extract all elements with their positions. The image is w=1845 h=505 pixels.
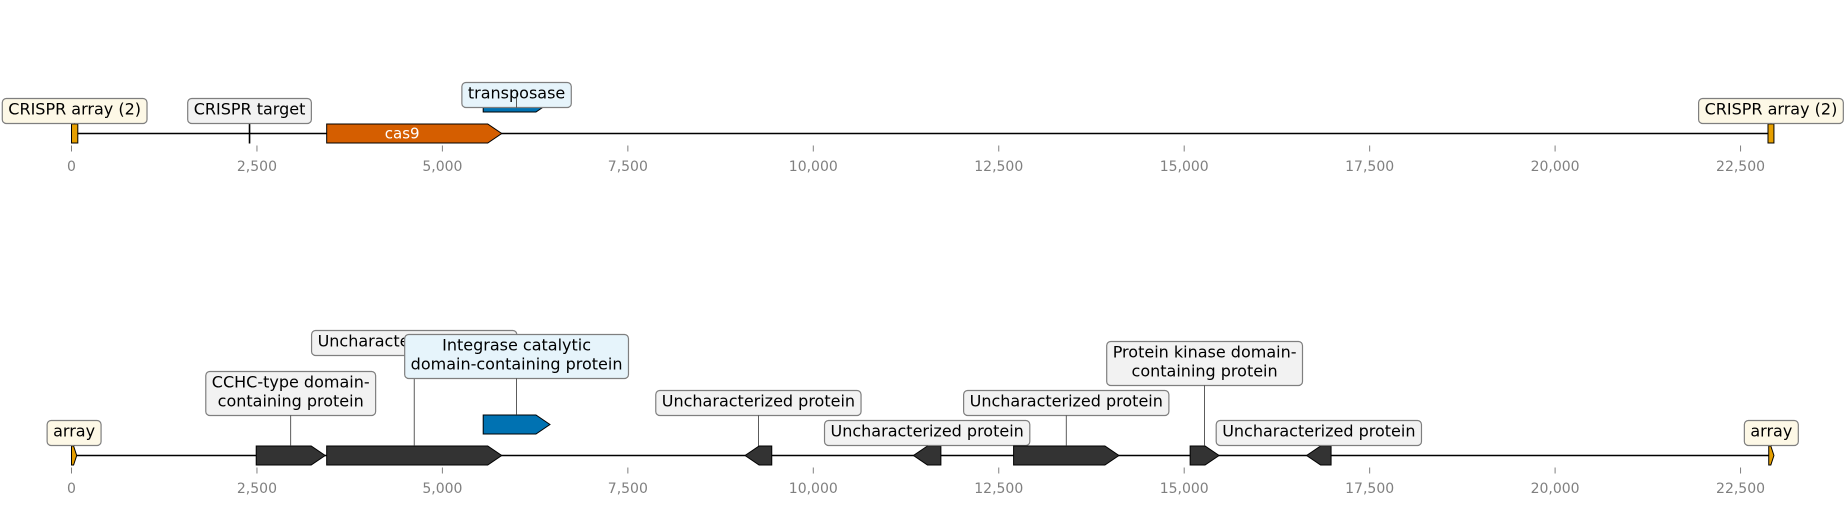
feature-label-text: containing protein — [1132, 362, 1278, 381]
feature-label-text: CRISPR target — [194, 100, 306, 119]
gene-arrow — [255, 445, 327, 466]
axis-tick-label: 22,500 — [1716, 159, 1765, 175]
feature-label-text: CRISPR array (2) — [8, 100, 141, 119]
axis-tick-label: 2,500 — [237, 481, 277, 497]
feature-label: Uncharacterized protein — [963, 389, 1170, 417]
axis-tick-label: 0 — [67, 481, 76, 497]
gene-arrow — [744, 445, 773, 466]
feature-label: CRISPR array (2) — [1, 97, 148, 125]
feature-label-text: Uncharacterized protein — [662, 392, 855, 411]
gene-inside-label: cas9 — [385, 125, 420, 143]
feature-label: array — [1743, 419, 1799, 447]
feature-label: Uncharacterized protein — [1215, 419, 1423, 447]
gene-arrow — [912, 445, 942, 466]
feature-label-text: array — [1750, 422, 1792, 441]
feature-label-text: containing protein — [218, 392, 364, 411]
crispr-array-left[interactable]: CRISPR array (2) — [1, 97, 148, 144]
axis-tick-label: 17,500 — [1345, 159, 1394, 175]
feature-label-text: Uncharacterized protein — [970, 392, 1163, 411]
axis-tick-label: 7,500 — [608, 159, 648, 175]
feature-label-text: Uncharacterized protein — [831, 422, 1024, 441]
gene-arrow — [1305, 445, 1332, 466]
axis-tick-label: 12,500 — [974, 159, 1023, 175]
axis-tick-label: 17,500 — [1345, 481, 1394, 497]
axis-tick-label: 10,000 — [789, 159, 838, 175]
axis-tick-label: 5,000 — [422, 481, 462, 497]
feature-label-text: Uncharacterized protein — [1222, 422, 1415, 441]
transposase-gene[interactable]: transposase — [461, 81, 572, 113]
axis-tick-label: 20,000 — [1531, 481, 1580, 497]
feature-label: CCHC-type domain-containing protein — [205, 370, 377, 417]
gene-arrow — [71, 445, 78, 466]
axis-tick-label: 7,500 — [608, 481, 648, 497]
uncharacterized-protein-2[interactable]: Uncharacterized protein — [655, 389, 862, 466]
gene-arrow — [482, 414, 551, 435]
axis-tick-label: 20,000 — [1531, 159, 1580, 175]
feature-label: CRISPR target — [187, 97, 312, 125]
axis-tick-label: 10,000 — [789, 481, 838, 497]
top-track: 0 2,500 5,000 7,500 10,000 12,500 15,000 17,500… — [1, 81, 1844, 175]
axis-tick-label: 5,000 — [422, 159, 462, 175]
uncharacterized-protein-4[interactable]: Uncharacterized protein — [963, 389, 1170, 466]
crispr-array-right[interactable]: CRISPR array (2) — [1698, 97, 1844, 144]
feature-label: Uncharacterized protein — [655, 389, 862, 417]
gene-arrow — [326, 445, 503, 466]
axis-tick-label: 0 — [67, 159, 76, 175]
gene-arrow — [1013, 445, 1120, 466]
feature-label: Protein kinase domain-containing protein — [1106, 340, 1304, 387]
feature-label-text: array — [53, 422, 95, 441]
axis-tick-label: 12,500 — [974, 481, 1023, 497]
feature-label-text: Integrase catalytic — [442, 336, 591, 355]
gene-arrow — [1189, 445, 1220, 466]
axis-tick-label: 2,500 — [237, 159, 277, 175]
gene-arrow — [71, 123, 79, 144]
gene-arrow — [1768, 445, 1775, 466]
feature-label: CRISPR array (2) — [1698, 97, 1844, 125]
feature-label-text: domain-containing protein — [411, 355, 623, 374]
cchc-domain-protein[interactable]: CCHC-type domain-containing protein — [205, 370, 377, 466]
feature-label: array — [46, 419, 102, 447]
feature-label-text: CRISPR array (2) — [1705, 100, 1838, 119]
feature-label-text: Protein kinase domain- — [1113, 343, 1297, 362]
uncharacterized-protein-3[interactable]: Uncharacterized protein — [823, 419, 1031, 466]
axis-tick-label: 15,000 — [1160, 159, 1209, 175]
uncharacterized-protein-5[interactable]: Uncharacterized protein — [1215, 419, 1423, 466]
bottom-track: 0 2,500 5,000 7,500 10,000 12,500 15,000 17,500… — [46, 329, 1799, 497]
cas9-gene[interactable]: cas9 — [326, 123, 503, 144]
axis-tick-label: 15,000 — [1160, 481, 1209, 497]
array-right[interactable]: array — [1743, 419, 1799, 466]
feature-label-text: CCHC-type domain- — [212, 373, 370, 392]
axis-tick-label: 22,500 — [1716, 481, 1765, 497]
gene-arrow — [326, 123, 503, 144]
crispr-target[interactable]: CRISPR target — [187, 97, 312, 144]
feature-label-box — [187, 97, 312, 125]
gene-arrow — [1767, 123, 1775, 144]
protein-kinase-domain-protein[interactable]: Protein kinase domain-containing protein — [1106, 340, 1304, 466]
feature-label: Uncharacterized protein — [823, 419, 1031, 447]
array-left[interactable]: array — [46, 419, 102, 466]
